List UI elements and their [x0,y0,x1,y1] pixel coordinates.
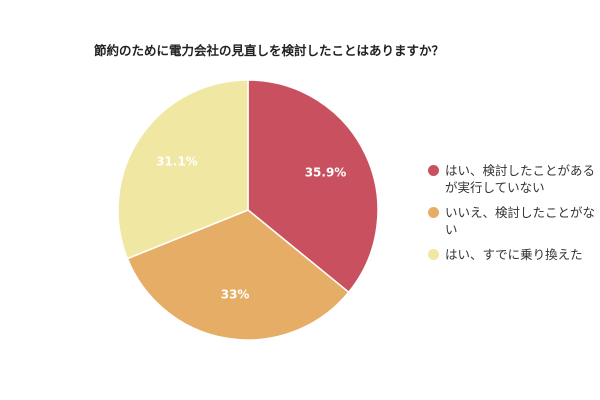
pie-slice-considered-not-acted[interactable] [247,79,379,294]
legend-label-considered-not-acted: はい、検討したことがあるが実行していない [445,163,596,195]
slice-value-label-already-switched: 31.1% [156,155,198,169]
legend-label-already-switched: はい、すでに乗り換えた [445,247,583,262]
chart-legend: はい、検討したことがあるが実行していない いいえ、検討したことがない はい、すで… [428,162,600,271]
pie-slices [117,79,379,341]
slice-value-label-never-considered: 33% [221,287,250,301]
legend-item-already-switched[interactable]: はい、すでに乗り換えた [428,246,600,263]
legend-label-never-considered: いいえ、検討したことがない [445,205,596,237]
legend-swatch-already-switched [428,249,439,260]
pie-slice-already-switched[interactable] [117,79,249,260]
pie-slice-never-considered[interactable] [126,209,350,341]
chart-title: 節約のために電力会社の見直しを検討したことはありますか？ [94,43,445,58]
legend-item-considered-not-acted[interactable]: はい、検討したことがあるが実行していない [428,162,600,196]
pie-slice-labels: 35.9% 33% 31.1% [156,155,346,302]
legend-swatch-considered-not-acted [428,165,439,176]
legend-item-never-considered[interactable]: いいえ、検討したことがない [428,204,600,238]
slice-value-label-considered-not-acted: 35.9% [305,166,347,180]
legend-swatch-never-considered [428,207,439,218]
